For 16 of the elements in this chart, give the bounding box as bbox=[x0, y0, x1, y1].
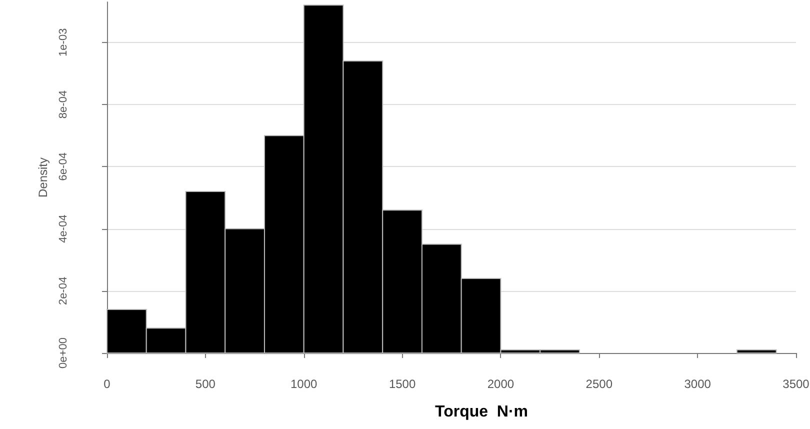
x-tick-label: 2500 bbox=[586, 377, 613, 391]
x-tick-label: 1500 bbox=[388, 377, 416, 391]
y-tick-label: 6e-04 bbox=[58, 152, 70, 181]
y-tick-label: 2e-04 bbox=[58, 276, 70, 305]
x-tick-label: 3500 bbox=[782, 377, 810, 391]
y-tick-label: 1e-03 bbox=[58, 28, 70, 56]
x-tick-label: 500 bbox=[195, 377, 216, 391]
x-tick-label: 3000 bbox=[684, 377, 712, 391]
x-tick-label: 0 bbox=[104, 377, 111, 391]
y-tick-label: 8e-04 bbox=[58, 90, 70, 119]
y-axis-title: Density bbox=[36, 157, 50, 198]
x-axis-title: Torque N·m bbox=[434, 404, 528, 420]
x-tick-label: 2000 bbox=[487, 377, 514, 391]
y-tick-label: 4e-04 bbox=[58, 214, 70, 243]
y-tick-label: 0e+00 bbox=[58, 338, 70, 368]
x-tick-label: 1000 bbox=[290, 377, 318, 391]
